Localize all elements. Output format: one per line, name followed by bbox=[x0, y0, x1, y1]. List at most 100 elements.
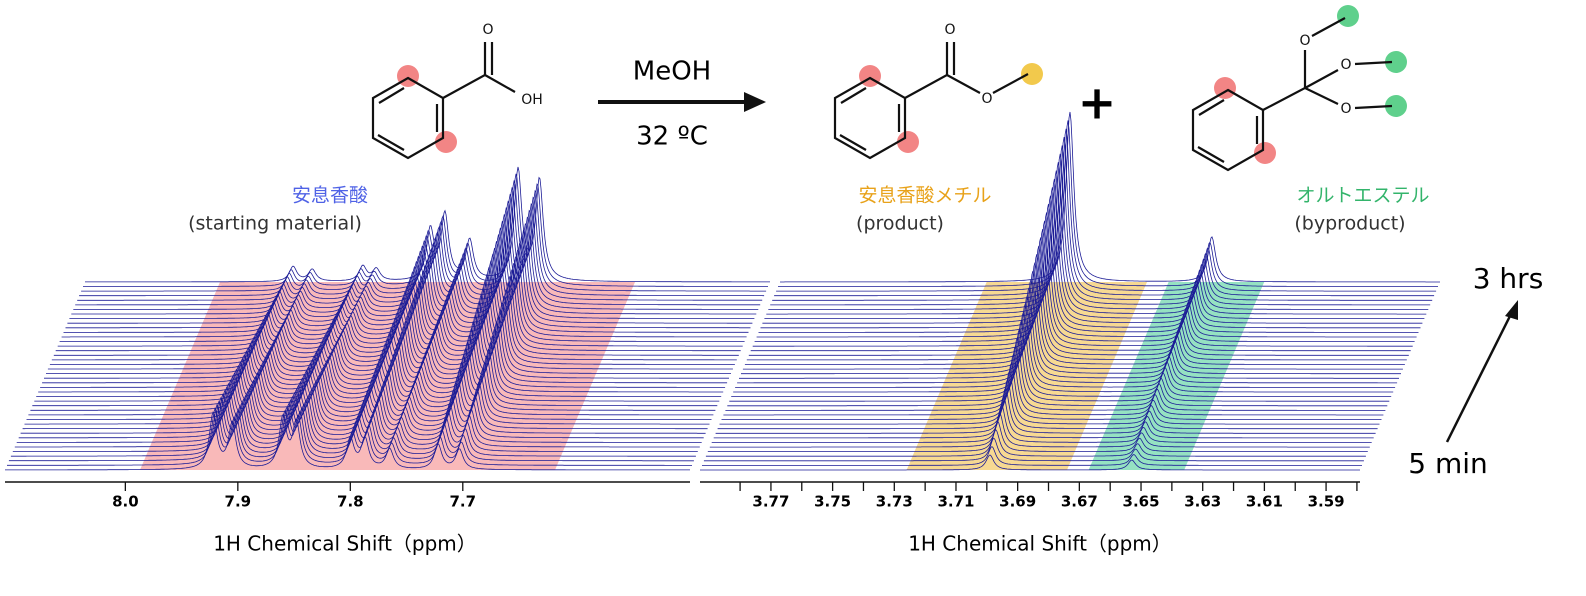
marker bbox=[1214, 77, 1236, 99]
spectrum-trace bbox=[709, 412, 1370, 448]
marker bbox=[859, 65, 881, 87]
spectrum-trace bbox=[24, 375, 710, 425]
x-tick-label: 3.73 bbox=[876, 493, 913, 511]
spectrum-trace bbox=[10, 400, 696, 457]
atom: O bbox=[944, 22, 955, 38]
marker bbox=[1337, 5, 1359, 27]
ring bbox=[833, 76, 907, 160]
spectrum-trace bbox=[758, 203, 1419, 333]
spectrum-trace bbox=[760, 195, 1421, 329]
spectrum-trace bbox=[719, 370, 1380, 425]
ring bbox=[1191, 88, 1265, 172]
spectrum-trace bbox=[746, 254, 1407, 361]
spectrum-trace bbox=[63, 241, 749, 333]
spectrum-trace bbox=[67, 227, 753, 324]
spectrum-trace bbox=[780, 111, 1440, 283]
spectrum-trace bbox=[717, 378, 1378, 430]
spectrum-trace bbox=[65, 234, 751, 329]
atom: O bbox=[1299, 33, 1310, 49]
reagent: MeOH bbox=[633, 57, 711, 87]
spectrum-trace bbox=[79, 187, 765, 297]
marker bbox=[1021, 63, 1043, 85]
spectrum-trace bbox=[713, 395, 1374, 439]
compound-name: 安息香酸メチル bbox=[858, 185, 991, 207]
time-end: 3 hrs bbox=[1473, 262, 1544, 295]
spectrum-trace bbox=[700, 454, 1360, 471]
spectrum-trace bbox=[85, 166, 770, 283]
plots: 8.0 7.9 7.8 7.7 1H Chemical Shift（ppm） 3.77 3.… bbox=[5, 111, 1440, 556]
spectrum-trace bbox=[12, 397, 698, 452]
spectrum-trace bbox=[69, 220, 755, 319]
spectrum-trace bbox=[14, 393, 700, 448]
x-tick-label: 7.7 bbox=[450, 493, 477, 511]
spectrum-trace bbox=[18, 386, 704, 439]
x-tick-label: 7.9 bbox=[225, 493, 252, 511]
marker bbox=[435, 131, 457, 153]
spectrum-trace bbox=[748, 245, 1409, 356]
arrow-head bbox=[1505, 300, 1518, 320]
x-tick-label: 8.0 bbox=[112, 493, 139, 511]
spectrum-trace bbox=[711, 404, 1372, 443]
spectrum-trace bbox=[725, 345, 1386, 411]
spectrum-trace bbox=[772, 145, 1433, 301]
spectrum-trace bbox=[5, 411, 690, 471]
spectrum-trace bbox=[20, 382, 706, 434]
condition: 32 ºC bbox=[636, 122, 708, 152]
spectrum-trace bbox=[81, 180, 767, 292]
spectrum-trace bbox=[705, 429, 1366, 457]
bonds bbox=[1197, 17, 1393, 163]
spectrum-trace bbox=[71, 214, 757, 315]
spectrum-trace bbox=[764, 178, 1425, 319]
spectrum-trace bbox=[770, 153, 1431, 306]
spectrum-trace bbox=[737, 294, 1398, 384]
compound-role: (product) bbox=[856, 213, 944, 235]
highlight-band bbox=[906, 282, 1148, 470]
ring bbox=[371, 76, 445, 160]
spectrum-trace bbox=[703, 437, 1364, 462]
atom: O bbox=[482, 22, 493, 38]
time-start: 5 min bbox=[1408, 447, 1488, 480]
atom: OH bbox=[521, 92, 543, 108]
spectrum-trace bbox=[77, 193, 763, 301]
spectrum-trace bbox=[721, 361, 1382, 420]
spectrum-trace bbox=[742, 270, 1403, 370]
x-tick-label: 3.71 bbox=[937, 493, 974, 511]
acid-structure: O OH bbox=[371, 22, 543, 160]
spectrum-trace bbox=[8, 404, 694, 462]
spectrum-trace bbox=[762, 187, 1423, 324]
spectrum-trace bbox=[756, 212, 1417, 338]
x-tick-label: 3.75 bbox=[814, 493, 851, 511]
spectrum-trace bbox=[766, 170, 1427, 315]
arrow-head bbox=[744, 92, 766, 112]
bonds bbox=[377, 42, 516, 151]
spectrum-trace bbox=[729, 328, 1390, 402]
spectrum-trace bbox=[702, 446, 1362, 466]
time-arrow bbox=[1445, 311, 1514, 443]
atom: O bbox=[1340, 57, 1351, 73]
spectrum-trace bbox=[768, 162, 1429, 310]
spectrum-trace bbox=[733, 311, 1394, 393]
ortho-structure: O O O bbox=[1191, 5, 1407, 172]
x-tick-label: 3.61 bbox=[1246, 493, 1283, 511]
x-tick-label: 3.59 bbox=[1308, 493, 1345, 511]
spectrum-trace bbox=[727, 336, 1388, 407]
atom: O bbox=[1340, 101, 1351, 117]
x-axis-label: 1H Chemical Shift（ppm） bbox=[213, 532, 477, 556]
x-axis-label: 1H Chemical Shift（ppm） bbox=[908, 532, 1172, 556]
spectrum-trace bbox=[75, 200, 761, 306]
spectrum-trace bbox=[739, 287, 1399, 379]
spectrum-trace bbox=[774, 137, 1435, 297]
atom: O bbox=[981, 91, 992, 107]
spectrum-trace bbox=[754, 220, 1415, 342]
ester-structure: O O bbox=[833, 22, 1043, 160]
marker bbox=[1385, 95, 1407, 117]
spectrum-trace bbox=[750, 237, 1411, 352]
x-tick-label: 3.63 bbox=[1184, 493, 1221, 511]
spectrum-trace bbox=[16, 389, 702, 443]
spectrum-trace bbox=[741, 279, 1401, 375]
marker bbox=[897, 131, 919, 153]
plus: + bbox=[1078, 76, 1117, 130]
spectrum-trace bbox=[715, 387, 1376, 434]
spectrum-trace bbox=[744, 262, 1405, 365]
